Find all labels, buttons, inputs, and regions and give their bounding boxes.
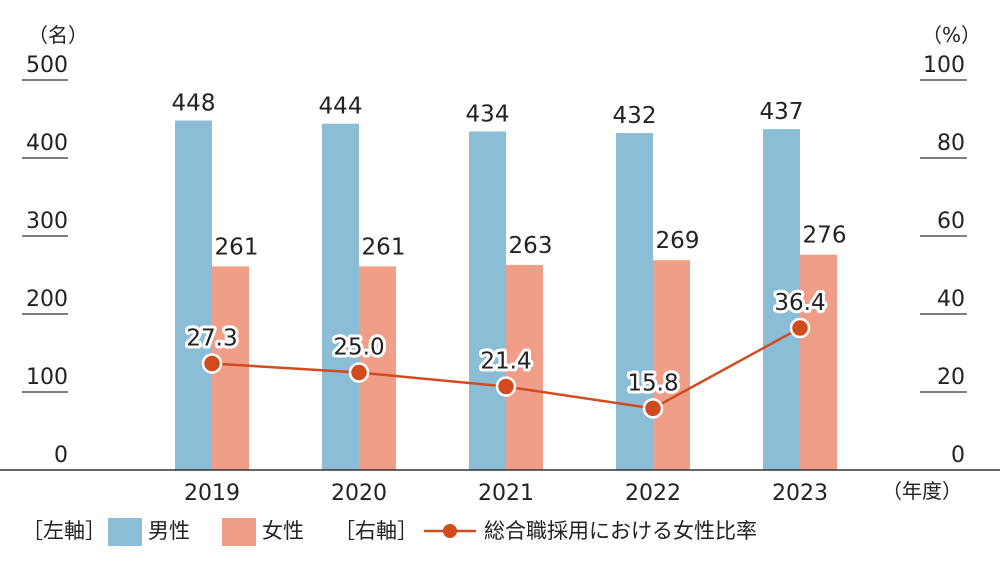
bar-male-value-label: 448 bbox=[172, 91, 216, 117]
left-tick-label: 200 bbox=[26, 287, 68, 312]
ratio-value-label: 25.0 bbox=[333, 335, 384, 361]
legend-left-axis-tag: ［左軸］ bbox=[22, 519, 106, 543]
bar-male bbox=[616, 133, 653, 471]
bar-male bbox=[175, 120, 212, 470]
ratio-point bbox=[348, 362, 370, 383]
bar-female bbox=[800, 254, 837, 470]
right-tick-label: 60 bbox=[937, 209, 965, 234]
right-tick-label: 80 bbox=[937, 131, 965, 156]
x-category-label: 2022 bbox=[625, 481, 681, 506]
bar-male bbox=[763, 129, 800, 470]
left-axis-unit: （名） bbox=[28, 23, 88, 47]
ratio-point bbox=[789, 317, 811, 339]
ratio-point bbox=[642, 398, 664, 419]
ratio-line-series: 27.3 25.0 21.4 15.8 36.4 bbox=[183, 287, 829, 419]
x-category-label: 2021 bbox=[478, 481, 534, 506]
legend: ［左軸］ 男性 女性 ［右軸］ 総合職採用における女性比率 bbox=[22, 518, 757, 546]
bar-male-value-label: 444 bbox=[319, 94, 363, 120]
ratio-point bbox=[201, 353, 223, 374]
legend-swatch-female bbox=[222, 518, 256, 546]
left-tick-label: 400 bbox=[26, 131, 68, 156]
ratio-value-label: 36.4 bbox=[774, 290, 825, 316]
right-tick-label: 0 bbox=[951, 443, 965, 468]
right-axis: 0 20 40 60 80 100 bbox=[920, 53, 967, 468]
legend-label-male: 男性 bbox=[148, 519, 190, 543]
legend-label-ratio: 総合職採用における女性比率 bbox=[484, 519, 757, 543]
legend-marker-icon bbox=[443, 524, 457, 538]
right-axis-unit: （%） bbox=[922, 23, 981, 47]
left-tick-label: 100 bbox=[26, 365, 68, 390]
bar-female-value-label: 276 bbox=[803, 223, 847, 249]
x-category-label: 2023 bbox=[772, 481, 828, 506]
right-tick-label: 20 bbox=[937, 365, 965, 390]
left-tick-label: 0 bbox=[54, 443, 68, 468]
ratio-value-label: 21.4 bbox=[480, 349, 531, 375]
bars: 448 261 444 261 434 263 432 269 437 276 bbox=[172, 91, 847, 471]
bar-female bbox=[506, 264, 543, 470]
right-tick-label: 40 bbox=[937, 287, 965, 312]
bar-male-value-label: 434 bbox=[466, 101, 510, 127]
ratio-value-label: 15.8 bbox=[627, 370, 678, 396]
bar-male-value-label: 437 bbox=[760, 99, 804, 125]
left-tick-label: 300 bbox=[26, 209, 68, 234]
bar-male-value-label: 432 bbox=[613, 103, 657, 129]
right-tick-label: 100 bbox=[923, 53, 965, 78]
bar-male bbox=[322, 123, 359, 471]
left-tick-label: 500 bbox=[26, 53, 68, 78]
ratio-value-label: 27.3 bbox=[186, 326, 237, 352]
x-category-label: 2019 bbox=[184, 481, 240, 506]
bar-female-value-label: 261 bbox=[215, 234, 259, 260]
bar-male bbox=[469, 131, 506, 471]
left-axis: 0 100 200 300 400 500 bbox=[22, 53, 68, 468]
x-category-label: 2020 bbox=[331, 481, 387, 506]
x-axis-labels: 2019 2020 2021 2022 2023 bbox=[184, 481, 828, 506]
x-axis-unit: （年度） bbox=[882, 479, 962, 503]
bar-female-value-label: 269 bbox=[656, 228, 700, 254]
legend-right-axis-tag: ［右軸］ bbox=[334, 519, 418, 543]
legend-swatch-male bbox=[108, 518, 142, 546]
bar-female-value-label: 263 bbox=[509, 233, 553, 259]
legend-label-female: 女性 bbox=[262, 519, 304, 543]
ratio-point bbox=[495, 376, 517, 397]
bar-female bbox=[653, 260, 690, 470]
bar-female-value-label: 261 bbox=[362, 234, 406, 260]
